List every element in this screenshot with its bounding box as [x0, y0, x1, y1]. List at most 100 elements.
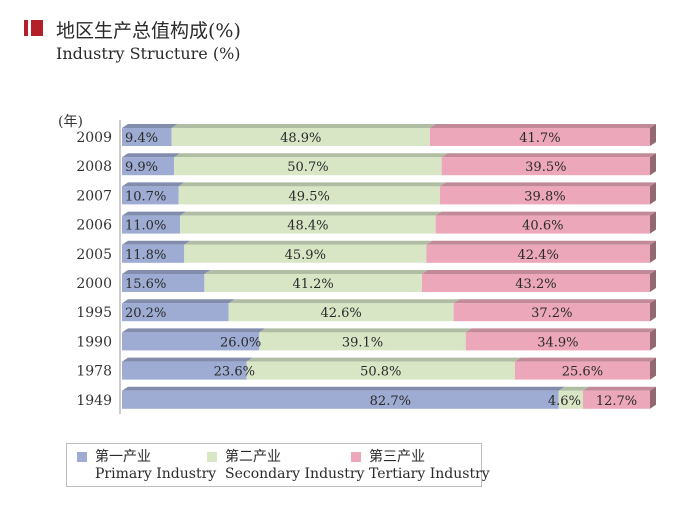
bar-2000-s1 — [122, 274, 205, 292]
category-label-2007: 2007 — [76, 188, 112, 204]
data-label-1978-s2: 50.8% — [360, 365, 401, 380]
data-label-1990-s1: 26.0% — [220, 335, 261, 350]
legend-swatch-primary — [77, 452, 87, 462]
category-label-2008: 2008 — [76, 159, 112, 175]
bar-2005-s2 — [184, 244, 427, 263]
data-label-2000-s2: 41.2% — [292, 277, 333, 292]
bar-top-2000-s2 — [204, 270, 428, 274]
bar-top-2006-s2 — [180, 211, 442, 216]
bar-top-2000-s3 — [421, 270, 656, 274]
bar-2007-s3 — [439, 186, 650, 205]
data-label-2007-s1: 10.7% — [125, 189, 166, 204]
bar-2008-s1 — [122, 157, 175, 176]
legend-label-secondary-en: Secondary Industry — [225, 466, 365, 482]
category-label-2009: 2009 — [76, 130, 112, 146]
category-label-1990: 1990 — [76, 334, 112, 350]
chart-title-en: Industry Structure (%) — [56, 44, 241, 63]
bar-top-2009-s2 — [171, 124, 436, 128]
category-label-1978: 1978 — [76, 364, 112, 380]
data-label-2006-s2: 48.4% — [287, 219, 328, 234]
bar-1949-s1 — [122, 390, 559, 409]
data-label-1995-s1: 20.2% — [125, 306, 166, 321]
bar-end-1990 — [650, 328, 656, 351]
bar-top-1949-s3 — [582, 386, 656, 391]
data-label-2007-s3: 39.8% — [524, 189, 565, 204]
bar-1995-s2 — [228, 303, 454, 322]
data-label-1995-s3: 37.2% — [531, 306, 572, 321]
y-axis-unit-label: (年) — [58, 114, 83, 130]
bar-top-1995-s1 — [122, 299, 235, 304]
data-label-2008-s1: 9.9% — [125, 160, 158, 175]
bar-top-1978-s2 — [246, 357, 521, 362]
bar-end-2000 — [650, 270, 656, 292]
bar-2005-s3 — [426, 244, 650, 263]
category-label-2005: 2005 — [76, 247, 112, 263]
bar-end-2008 — [650, 153, 656, 176]
category-label-2006: 2006 — [76, 218, 112, 234]
bar-top-2000-s1 — [122, 270, 211, 274]
bar-2008-s3 — [441, 157, 650, 176]
data-label-2009-s2: 48.9% — [280, 131, 321, 146]
data-label-2005-s2: 45.9% — [285, 248, 326, 263]
bar-top-1949-s1 — [122, 386, 565, 391]
bar-1978-s1 — [122, 361, 247, 380]
bar-top-1978-s1 — [122, 357, 253, 362]
bar-top-2005-s2 — [184, 240, 433, 245]
data-label-1978-s1: 23.6% — [214, 365, 255, 380]
bar-end-1995 — [650, 299, 656, 322]
bar-top-2008-s1 — [122, 153, 181, 158]
data-label-1949-s3: 12.7% — [596, 394, 637, 409]
category-label-1949: 1949 — [76, 393, 112, 409]
bar-2009-s3 — [429, 128, 650, 146]
data-label-2006-s1: 11.0% — [125, 219, 166, 234]
bar-2007-s1 — [122, 186, 179, 205]
data-label-1949-s1: 82.7% — [370, 394, 411, 409]
data-label-2009-s1: 9.4% — [125, 131, 158, 146]
chart-legend: 第一产业 Primary Industry 第二产业 Secondary Ind… — [66, 443, 490, 487]
bar-1978-s2 — [246, 361, 515, 380]
data-label-1990-s3: 34.9% — [537, 335, 578, 350]
data-label-1949-s2: 4.6% — [548, 394, 581, 409]
bar-end-1949 — [650, 386, 656, 409]
title-marker-icon — [24, 20, 44, 36]
bar-top-1990-s2 — [259, 328, 472, 333]
bar-top-2009-s1 — [122, 124, 178, 128]
bar-top-1978-s3 — [514, 357, 656, 362]
bar-top-2007-s3 — [439, 182, 656, 187]
data-label-2007-s2: 49.5% — [289, 189, 330, 204]
legend-label-tertiary-en: Tertiary Industry — [369, 466, 490, 482]
bar-end-2005 — [650, 240, 656, 263]
bar-1949-s2 — [558, 390, 583, 409]
data-label-1995-s2: 42.6% — [320, 306, 361, 321]
bar-2005-s1 — [122, 244, 185, 263]
bar-top-1949-s2 — [558, 386, 589, 391]
data-label-1990-s2: 39.1% — [342, 335, 383, 350]
bar-1949-s3 — [582, 390, 650, 409]
data-label-2009-s3: 41.7% — [519, 131, 560, 146]
data-label-2000-s1: 15.6% — [125, 277, 166, 292]
bar-1990-s2 — [259, 332, 466, 351]
bar-top-1990-s1 — [122, 328, 266, 333]
bar-2006-s1 — [122, 215, 181, 234]
bar-top-2008-s2 — [174, 153, 448, 158]
legend-swatch-secondary — [207, 452, 217, 462]
bar-1995-s1 — [122, 303, 229, 322]
bar-1978-s3 — [514, 361, 650, 380]
bar-1990-s1 — [122, 332, 260, 351]
bar-top-2007-s2 — [178, 182, 446, 187]
bar-top-1990-s3 — [465, 328, 656, 333]
bar-2006-s2 — [180, 215, 436, 234]
bar-end-2009 — [650, 124, 656, 146]
bar-top-2006-s3 — [435, 211, 656, 216]
bar-2006-s3 — [435, 215, 650, 234]
bar-2000-s3 — [421, 274, 650, 292]
bar-2009-s2 — [171, 128, 430, 146]
bar-1990-s3 — [465, 332, 650, 351]
legend-swatch-tertiary — [351, 452, 361, 462]
bar-2008-s2 — [174, 157, 442, 176]
legend-label-tertiary-zh: 第三产业 — [369, 449, 425, 465]
legend-label-primary-en: Primary Industry — [95, 466, 217, 482]
bar-end-2007 — [650, 182, 656, 205]
bar-1995-s3 — [453, 303, 650, 322]
data-label-2005-s3: 42.4% — [518, 248, 559, 263]
